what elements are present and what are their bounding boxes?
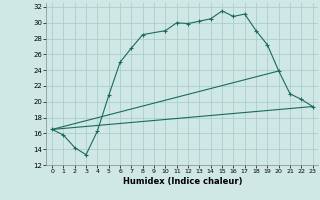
X-axis label: Humidex (Indice chaleur): Humidex (Indice chaleur) [123, 177, 242, 186]
